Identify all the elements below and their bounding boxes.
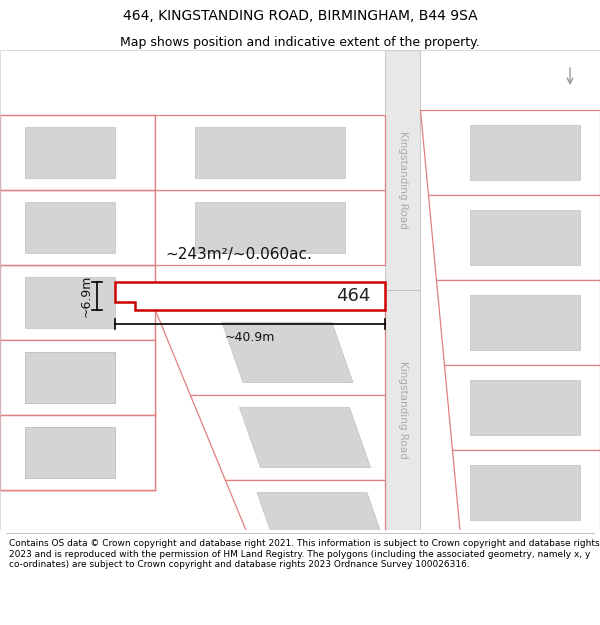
- Text: 464, KINGSTANDING ROAD, BIRMINGHAM, B44 9SA: 464, KINGSTANDING ROAD, BIRMINGHAM, B44 …: [122, 9, 478, 23]
- Bar: [25, 277, 115, 328]
- Bar: [25, 127, 115, 178]
- Bar: [25, 352, 115, 403]
- Bar: [25, 202, 115, 253]
- Polygon shape: [444, 365, 600, 450]
- Polygon shape: [225, 480, 385, 565]
- Polygon shape: [0, 265, 155, 340]
- Polygon shape: [239, 408, 371, 468]
- Bar: [385, 50, 420, 530]
- Bar: [195, 202, 345, 253]
- Polygon shape: [0, 190, 155, 265]
- Polygon shape: [0, 340, 155, 415]
- Bar: [470, 210, 580, 265]
- Text: 464: 464: [335, 287, 370, 305]
- Polygon shape: [0, 415, 155, 490]
- Bar: [25, 427, 115, 478]
- Polygon shape: [436, 280, 600, 365]
- Bar: [470, 465, 580, 520]
- Text: Kingstanding Road: Kingstanding Road: [398, 131, 407, 229]
- Text: ~40.9m: ~40.9m: [225, 331, 275, 344]
- Polygon shape: [428, 195, 600, 280]
- Bar: [25, 352, 115, 403]
- Text: Kingstanding Road: Kingstanding Road: [398, 361, 407, 459]
- Bar: [25, 427, 115, 478]
- Polygon shape: [0, 415, 155, 490]
- Bar: [195, 127, 345, 178]
- Text: Map shows position and indicative extent of the property.: Map shows position and indicative extent…: [120, 36, 480, 49]
- Polygon shape: [115, 282, 385, 310]
- Text: Contains OS data © Crown copyright and database right 2021. This information is : Contains OS data © Crown copyright and d…: [9, 539, 599, 569]
- Bar: [470, 295, 580, 350]
- Polygon shape: [0, 340, 155, 415]
- Polygon shape: [452, 450, 600, 535]
- Polygon shape: [155, 190, 385, 265]
- Polygon shape: [222, 322, 353, 382]
- Polygon shape: [155, 310, 385, 395]
- Text: ~6.9m: ~6.9m: [80, 275, 93, 317]
- Bar: [470, 125, 580, 180]
- Polygon shape: [257, 492, 388, 552]
- Bar: [470, 380, 580, 435]
- Polygon shape: [0, 115, 155, 190]
- Polygon shape: [190, 395, 385, 480]
- Polygon shape: [420, 110, 600, 195]
- Text: ~243m²/~0.060ac.: ~243m²/~0.060ac.: [165, 247, 312, 262]
- Polygon shape: [155, 115, 385, 190]
